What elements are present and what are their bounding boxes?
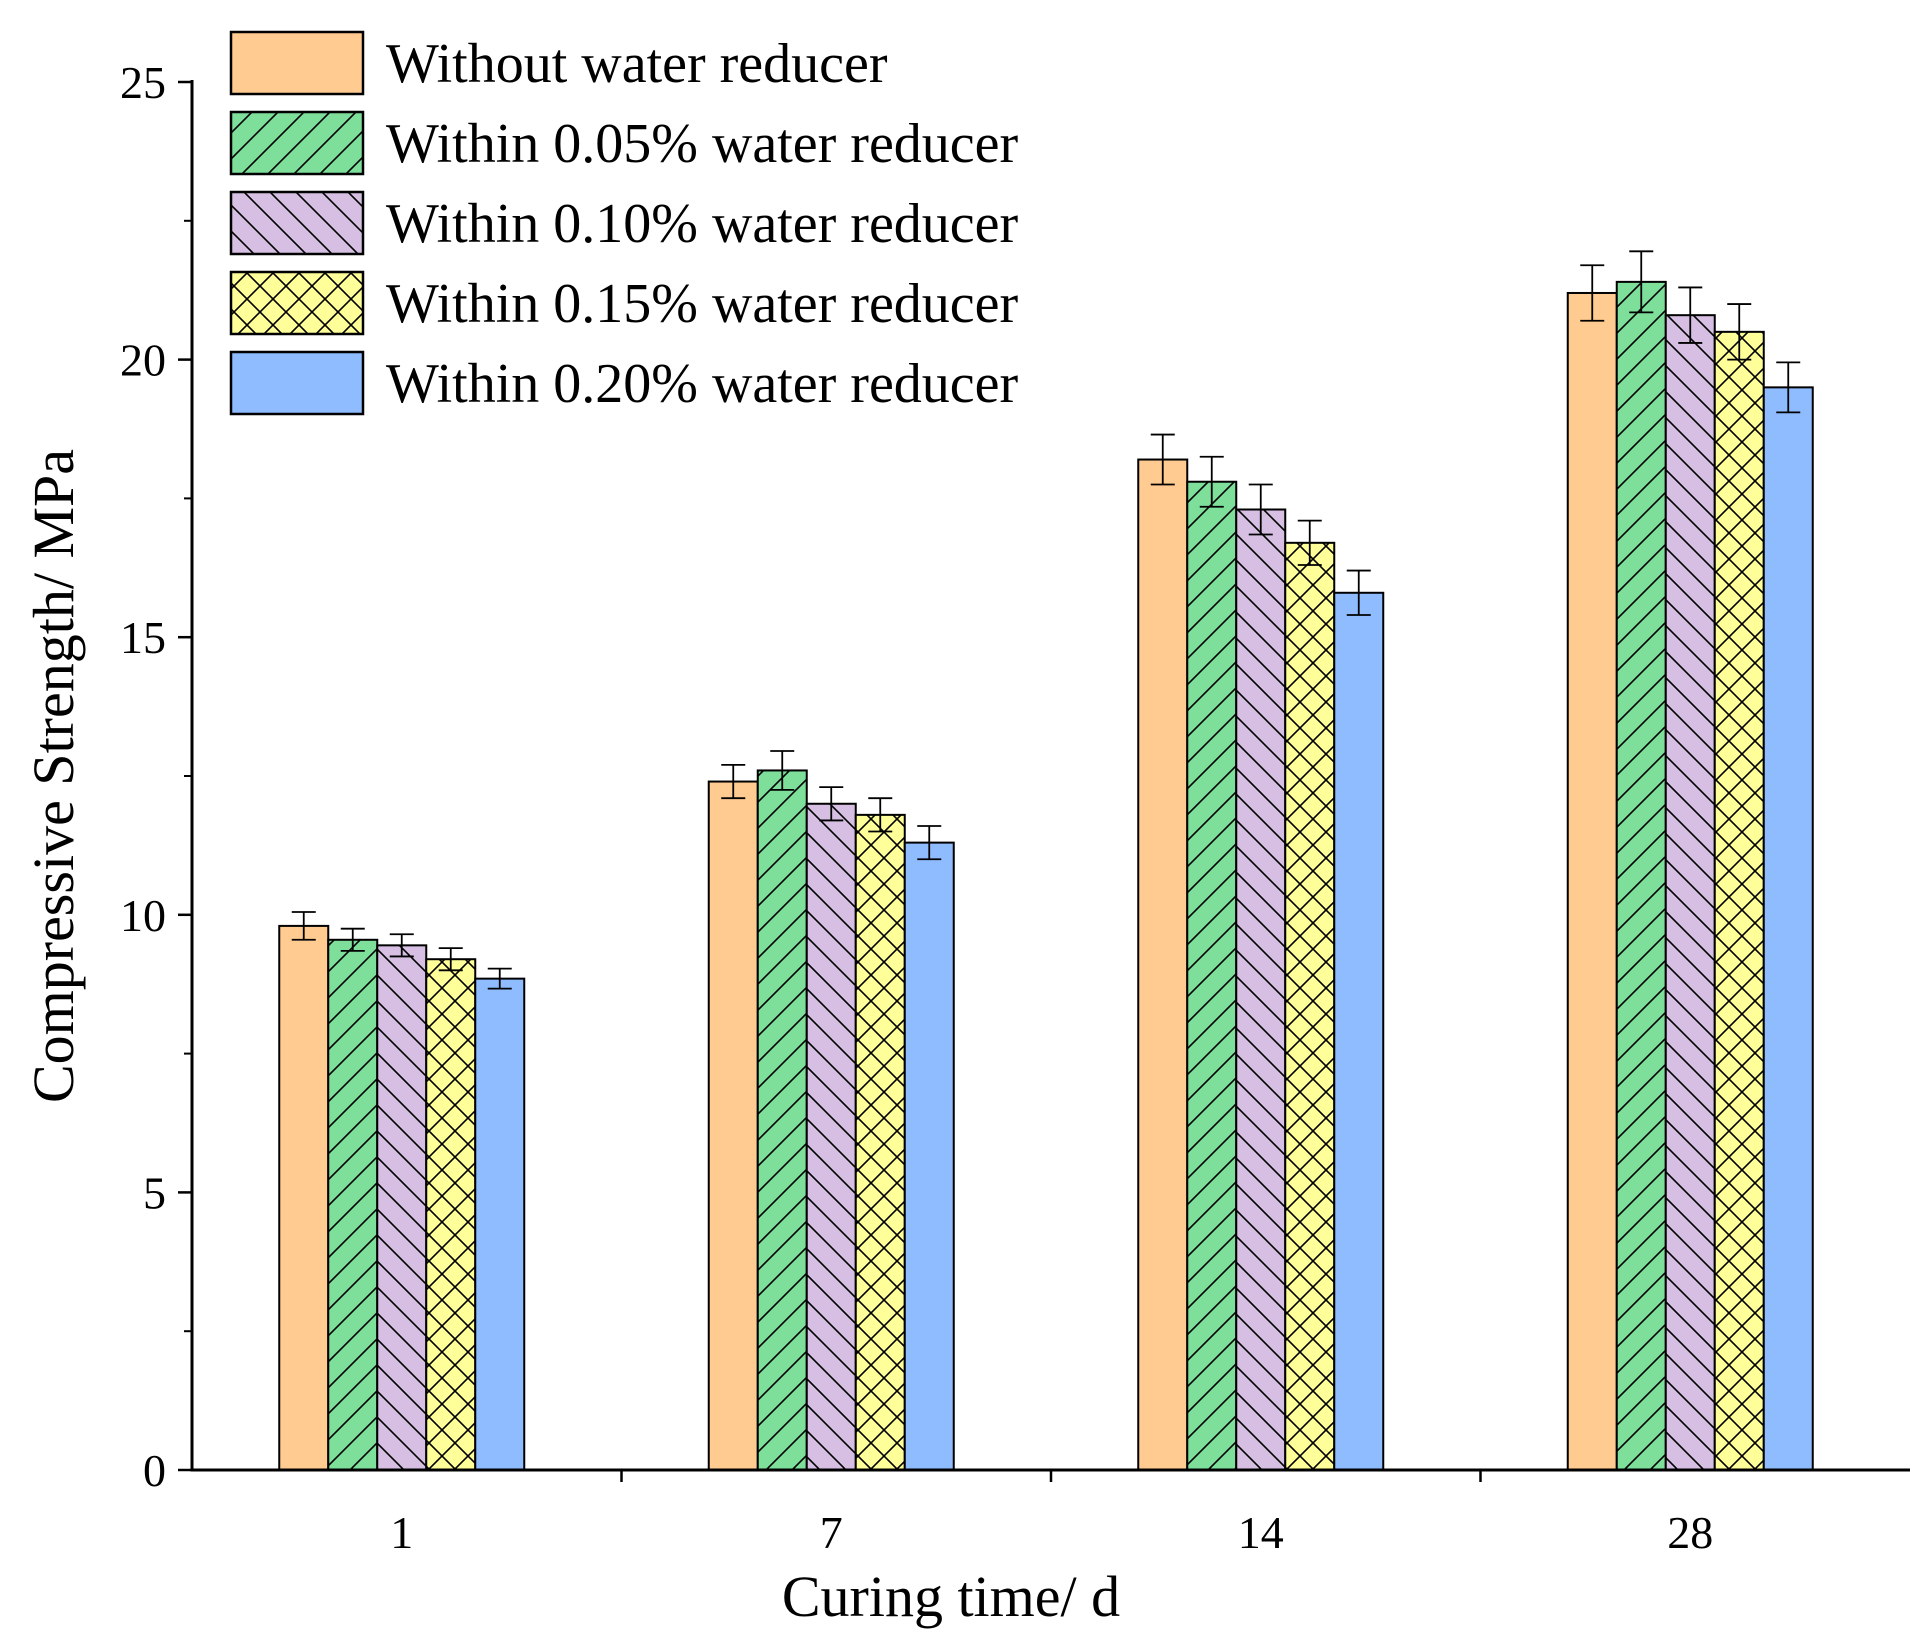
bar-1-series-1 <box>327 938 379 1471</box>
x-tick-label: 1 <box>390 1507 413 1558</box>
error-bar-1-series-3 <box>438 947 463 972</box>
bar-7-series-1 <box>756 769 808 1471</box>
legend-label: Without water reducer <box>386 33 888 95</box>
legend-label: Within 0.20% water reducer <box>386 353 1019 415</box>
error-bar-7-series-2 <box>819 786 844 822</box>
error-bar-14-series-1 <box>1199 455 1224 508</box>
bar-14-series-4 <box>1333 591 1385 1471</box>
y-tick-label: 5 <box>143 1167 166 1218</box>
bar-28-series-1 <box>1615 280 1667 1472</box>
ticks-layer: 0 5 10 15 20 25 1 7 14 28 <box>120 57 1713 1558</box>
bar-1-series-0 <box>278 924 330 1471</box>
error-bar-1-series-4 <box>487 967 512 990</box>
legend-label: Within 0.10% water reducer <box>386 193 1019 255</box>
bar-28-series-4 <box>1762 386 1814 1471</box>
y-tick-label: 25 <box>120 57 166 108</box>
y-tick-label: 20 <box>120 335 166 386</box>
error-bar-14-series-2 <box>1248 483 1273 536</box>
error-bar-7-series-1 <box>770 750 795 791</box>
legend: Without water reducer Within 0.05% water … <box>229 30 1019 416</box>
legend-swatch <box>229 350 365 416</box>
bars-layer <box>278 250 1814 1472</box>
error-bar-28-series-0 <box>1580 264 1605 322</box>
bar-7-series-4 <box>903 841 955 1471</box>
error-bar-14-series-4 <box>1346 569 1371 616</box>
error-bar-7-series-0 <box>721 763 746 800</box>
legend-swatch <box>229 190 365 256</box>
legend-swatch <box>229 270 365 336</box>
legend-item-1: Within 0.05% water reducer <box>229 110 1019 176</box>
y-axis-label: Compressive Strength/ MPa <box>21 449 86 1103</box>
legend-item-0: Without water reducer <box>229 30 888 96</box>
legend-swatch <box>229 30 365 96</box>
bar-1-series-4 <box>474 977 526 1471</box>
x-tick-label: 7 <box>820 1507 843 1558</box>
legend-label: Within 0.05% water reducer <box>386 113 1019 175</box>
error-bar-1-series-1 <box>340 927 365 952</box>
bar-1-series-3 <box>425 958 477 1471</box>
error-bar-1-series-2 <box>389 933 414 958</box>
bar-28-series-2 <box>1664 314 1716 1472</box>
legend-swatch <box>229 110 365 176</box>
bar-7-series-2 <box>805 802 857 1471</box>
y-tick-label: 10 <box>120 890 166 941</box>
bar-28-series-3 <box>1713 330 1765 1472</box>
legend-item-2: Within 0.10% water reducer <box>229 190 1019 256</box>
error-bar-7-series-3 <box>868 797 893 833</box>
bar-7-series-3 <box>854 813 906 1471</box>
x-axis-label: Curing time/ d <box>782 1564 1120 1629</box>
bar-1-series-2 <box>376 944 428 1471</box>
error-bar-1-series-0 <box>291 911 316 941</box>
error-bar-28-series-2 <box>1678 286 1703 344</box>
bar-14-series-2 <box>1235 508 1287 1471</box>
bar-14-series-1 <box>1186 480 1238 1471</box>
error-bar-28-series-1 <box>1629 250 1654 314</box>
legend-item-4: Within 0.20% water reducer <box>229 350 1019 416</box>
error-bar-28-series-4 <box>1776 361 1801 414</box>
error-bar-7-series-4 <box>917 825 942 861</box>
error-bar-14-series-0 <box>1150 433 1175 486</box>
legend-label: Within 0.15% water reducer <box>386 273 1019 335</box>
legend-item-3: Within 0.15% water reducer <box>229 270 1019 336</box>
bar-14-series-0 <box>1137 458 1189 1471</box>
bar-7-series-0 <box>707 780 759 1471</box>
x-tick-label: 28 <box>1667 1507 1713 1558</box>
y-tick-label: 0 <box>143 1445 166 1496</box>
bar-14-series-3 <box>1284 541 1336 1471</box>
x-tick-label: 14 <box>1238 1507 1284 1558</box>
y-tick-label: 15 <box>120 612 166 663</box>
error-bar-14-series-3 <box>1297 519 1322 566</box>
error-bar-28-series-3 <box>1727 303 1752 361</box>
bar-28-series-0 <box>1566 291 1618 1472</box>
